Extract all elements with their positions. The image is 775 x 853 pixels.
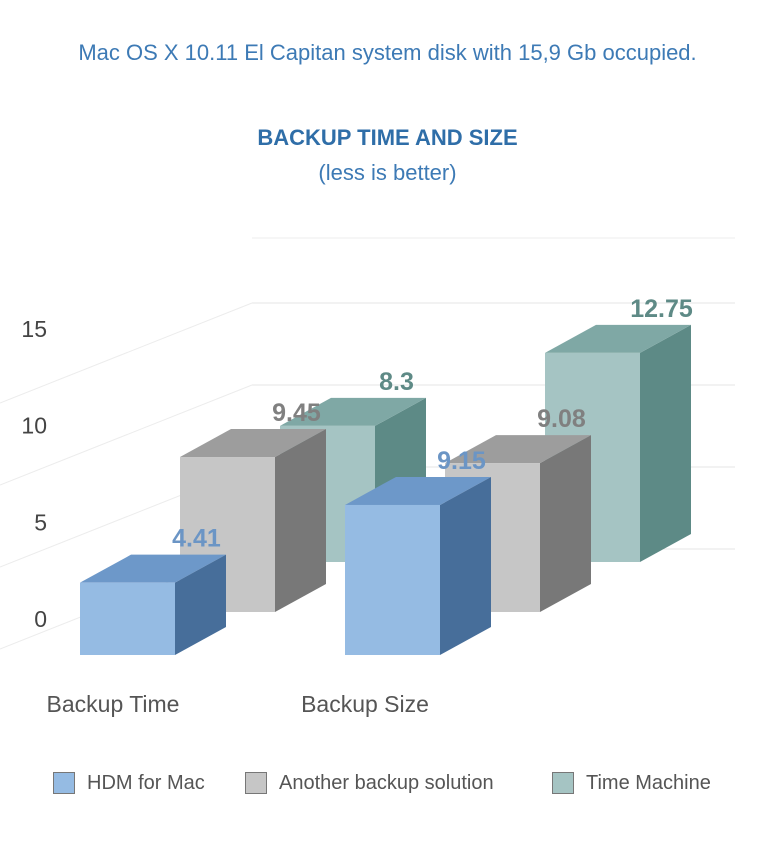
legend: HDM for Mac Another backup solution Time…: [0, 770, 775, 800]
chart-description: Mac OS X 10.11 El Capitan system disk wi…: [78, 40, 697, 65]
y-tick-label: 15: [21, 316, 47, 342]
data-label-time-machine-backup-size: 12.75: [630, 295, 693, 323]
bar-top-face: [280, 397, 426, 426]
data-label-another-backup-backup-time: 9.45: [272, 399, 321, 427]
legend-item-hdm[interactable]: HDM for Mac: [53, 770, 205, 796]
gridline-diagonal: [0, 302, 253, 404]
legend-item-another-backup[interactable]: Another backup solution: [245, 770, 494, 796]
bar-side-face: [275, 429, 326, 612]
x-category-label: Backup Time: [47, 691, 180, 717]
legend-label-another-backup: Another backup solution: [279, 771, 494, 794]
chart-title: BACKUP TIME AND SIZE: [257, 125, 518, 150]
x-category-label: Backup Size: [301, 691, 429, 717]
bar-hdm-backup-time: [80, 554, 226, 655]
gridline-diagonal: [0, 384, 253, 486]
bar-side-face: [540, 435, 591, 612]
bar-hdm-backup-size: [345, 476, 491, 655]
bar-side-face: [440, 476, 491, 655]
chart-subtitle: (less is better): [318, 160, 457, 185]
bar-top-face: [445, 435, 591, 464]
bar-top-face: [180, 429, 326, 458]
legend-swatch-another-backup: [245, 772, 267, 794]
legend-label-time-machine: Time Machine: [586, 771, 711, 794]
y-tick-label: 0: [34, 606, 47, 632]
data-labels: 8.3 9.45 4.41 12.75 9.08 9.15: [172, 295, 693, 553]
bar-front-face: [345, 504, 440, 655]
y-tick-label: 10: [21, 413, 47, 439]
data-label-hdm-backup-size: 9.15: [437, 447, 486, 475]
bar-top-face: [345, 476, 491, 505]
data-label-time-machine-backup-time: 8.3: [379, 368, 414, 396]
bar-top-face: [80, 554, 226, 583]
bar-side-face: [175, 554, 226, 655]
legend-item-time-machine[interactable]: Time Machine: [552, 770, 711, 796]
data-label-hdm-backup-time: 4.41: [172, 525, 221, 553]
bar-chart: 0 5 10 15 8.3 9.45 4.41 12.75 9.08 9.15 Backup Tim…: [0, 237, 735, 717]
legend-swatch-time-machine: [552, 772, 574, 794]
bars: [80, 324, 691, 655]
legend-label-hdm: HDM for Mac: [87, 771, 205, 794]
legend-swatch-hdm: [53, 772, 75, 794]
bar-side-face: [640, 324, 691, 562]
y-tick-label: 5: [34, 509, 47, 535]
bar-top-face: [545, 324, 691, 353]
bar-front-face: [80, 582, 175, 655]
data-label-another-backup-backup-size: 9.08: [537, 405, 586, 433]
